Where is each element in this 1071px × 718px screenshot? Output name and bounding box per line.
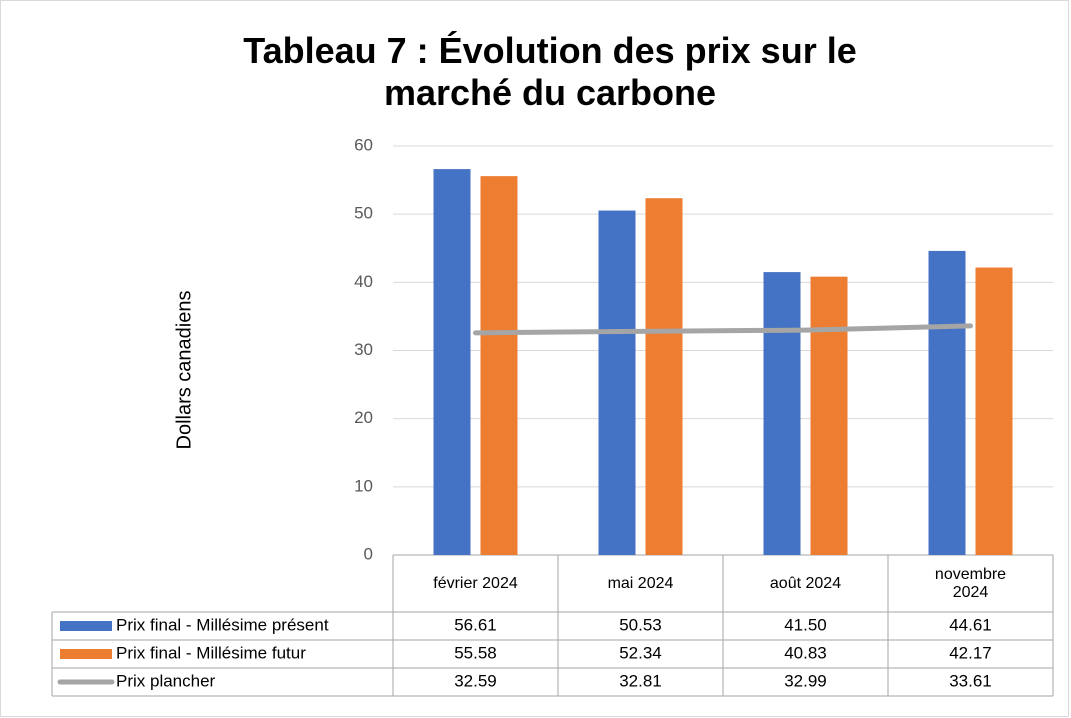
category-cell: août 2024	[723, 555, 888, 612]
table-value: 40.83	[784, 643, 827, 662]
x-tick-label: novembre 2024	[934, 565, 1007, 601]
bar	[645, 198, 683, 555]
y-tick-label: 50	[354, 204, 373, 223]
title-box: Tableau 7 : Évolution des prix sur le ma…	[243, 30, 857, 113]
y-tick-label: 0	[364, 544, 373, 563]
category-cell: mai 2024	[558, 555, 723, 612]
table-value: 56.61	[454, 615, 497, 634]
legend-key	[60, 621, 112, 631]
table-value: 32.99	[784, 671, 827, 690]
category-cell-box: février 2024	[393, 555, 558, 612]
y-tick-label: 10	[354, 476, 373, 495]
line	[473, 323, 973, 336]
chart-title: Tableau 7 : Évolution des prix sur le ma…	[243, 30, 857, 113]
y-tick-label: 40	[354, 272, 373, 291]
table-value: 41.50	[784, 615, 827, 634]
table-value: 44.61	[949, 615, 992, 634]
table-value: 52.34	[619, 643, 662, 662]
x-tick-label: août 2024	[769, 574, 842, 592]
category-cell-box: novembre 2024	[888, 555, 1053, 612]
bar	[975, 267, 1013, 555]
legend-label: Prix plancher	[116, 671, 216, 690]
y-tick-label: 20	[354, 408, 373, 427]
y-tick-label: 30	[354, 340, 373, 359]
table-value: 32.59	[454, 671, 497, 690]
category-cell: février 2024	[393, 555, 558, 612]
table-value: 32.81	[619, 671, 662, 690]
bar	[763, 272, 801, 555]
category-cell-box: août 2024	[723, 555, 888, 612]
legend-label: Prix final - Millésime présent	[116, 615, 329, 634]
bar	[928, 250, 966, 555]
x-tick-label: mai 2024	[607, 574, 674, 592]
bar	[598, 210, 636, 555]
table-value: 42.17	[949, 643, 992, 662]
y-axis-label: Dollars canadiens	[173, 291, 195, 450]
x-tick-label: février 2024	[433, 574, 518, 592]
bar	[480, 176, 518, 555]
legend-key	[60, 649, 112, 659]
category-cell: novembre 2024	[888, 555, 1053, 612]
table-value: 50.53	[619, 615, 662, 634]
bar	[433, 169, 471, 555]
table-value: 33.61	[949, 671, 992, 690]
bar	[810, 276, 848, 555]
y-tick-label: 60	[354, 135, 373, 154]
category-cell-box: mai 2024	[558, 555, 723, 612]
legend-label: Prix final - Millésime futur	[116, 643, 306, 662]
table-value: 55.58	[454, 643, 497, 662]
